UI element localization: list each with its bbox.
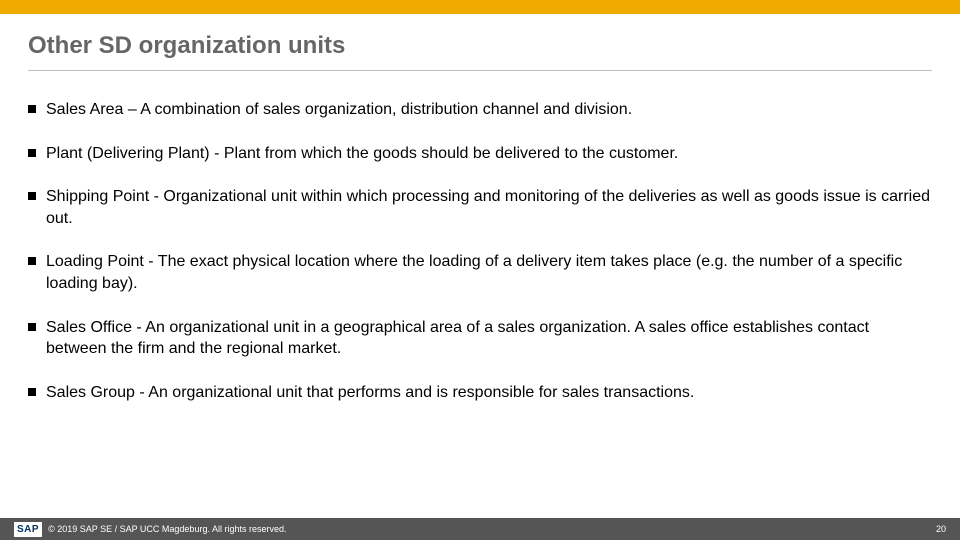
accent-bar <box>0 0 960 14</box>
bullet-item: Loading Point - The exact physical locat… <box>28 251 932 294</box>
bullet-marker-icon <box>28 192 36 200</box>
bullet-text: Plant (Delivering Plant) - Plant from wh… <box>46 143 932 165</box>
bullet-text: Sales Office - An organizational unit in… <box>46 317 932 360</box>
bullet-text: Sales Area – A combination of sales orga… <box>46 99 932 121</box>
copyright-text: © 2019 SAP SE / SAP UCC Magdeburg. All r… <box>48 524 286 534</box>
bullet-marker-icon <box>28 105 36 113</box>
bullet-item: Sales Group - An organizational unit tha… <box>28 382 932 404</box>
bullet-text: Sales Group - An organizational unit tha… <box>46 382 932 404</box>
page-number: 20 <box>936 524 946 534</box>
sap-logo: SAP <box>14 522 42 537</box>
bullet-item: Sales Area – A combination of sales orga… <box>28 99 932 121</box>
slide-title: Other SD organization units <box>28 32 932 60</box>
bullet-text: Shipping Point - Organizational unit wit… <box>46 186 932 229</box>
bullet-marker-icon <box>28 388 36 396</box>
slide: Other SD organization units Sales Area –… <box>0 0 960 540</box>
bullet-item: Shipping Point - Organizational unit wit… <box>28 186 932 229</box>
bullet-marker-icon <box>28 323 36 331</box>
bullet-marker-icon <box>28 257 36 265</box>
bullet-item: Plant (Delivering Plant) - Plant from wh… <box>28 143 932 165</box>
bullet-item: Sales Office - An organizational unit in… <box>28 317 932 360</box>
bullet-text: Loading Point - The exact physical locat… <box>46 251 932 294</box>
footer: SAP © 2019 SAP SE / SAP UCC Magdeburg. A… <box>0 518 960 540</box>
content-area: Sales Area – A combination of sales orga… <box>0 71 960 540</box>
footer-left: SAP © 2019 SAP SE / SAP UCC Magdeburg. A… <box>14 522 286 537</box>
title-block: Other SD organization units <box>0 14 960 70</box>
bullet-marker-icon <box>28 149 36 157</box>
